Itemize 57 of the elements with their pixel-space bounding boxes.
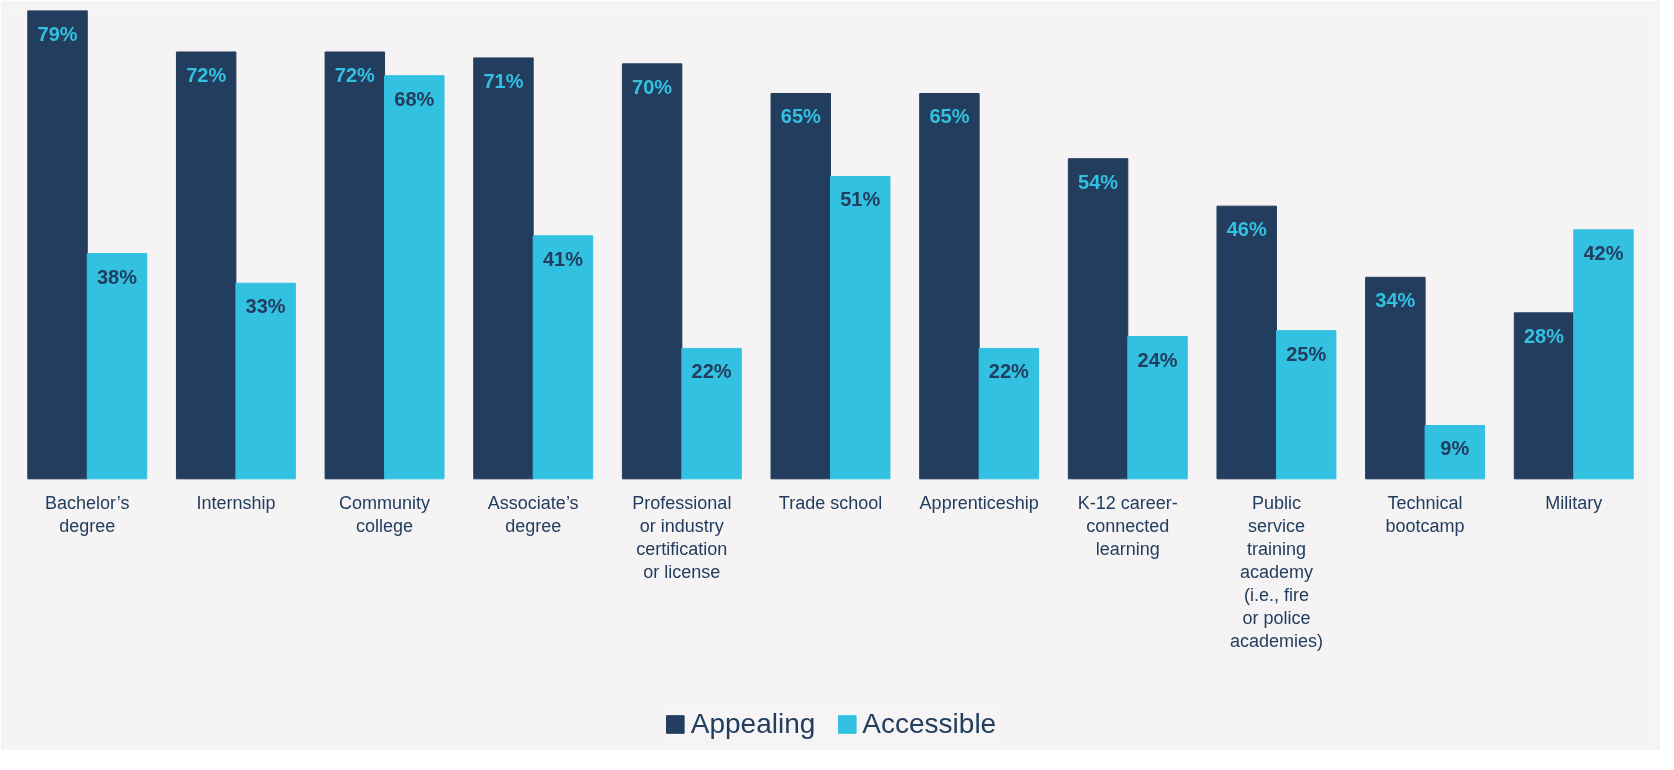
bar — [473, 57, 534, 480]
data-label: 42% — [1583, 241, 1624, 264]
x-tick-label: Professional or industry certification or license — [632, 492, 732, 582]
x-tick-label: Internship — [196, 492, 276, 513]
data-label: 22% — [988, 360, 1030, 383]
data-label: 28% — [1524, 324, 1565, 347]
bar — [830, 176, 891, 480]
bar — [27, 10, 88, 480]
bar — [1573, 229, 1634, 480]
bar — [681, 347, 742, 480]
data-label: 38% — [96, 265, 138, 288]
data-label: 34% — [1375, 289, 1416, 312]
bar — [1067, 158, 1129, 480]
x-tick-label: Bachelor’s degree — [45, 492, 130, 536]
bar — [1275, 330, 1337, 480]
data-label: 24% — [1137, 348, 1178, 371]
bar — [235, 282, 296, 480]
bar — [770, 93, 831, 480]
bar — [621, 63, 683, 480]
bar — [1513, 312, 1575, 480]
x-tick-label: Associate’s degree — [487, 492, 579, 536]
data-label: 70% — [632, 75, 673, 98]
bar — [1424, 425, 1486, 480]
x-tick-label: Public service training academy (i.e., fire or police academies) — [1229, 492, 1323, 651]
data-label: 9% — [1440, 437, 1470, 460]
x-tick-label: Military — [1545, 492, 1603, 513]
data-label: 51% — [840, 188, 881, 211]
bar — [86, 253, 148, 480]
x-tick-label: Trade school — [778, 492, 883, 513]
bar — [384, 75, 445, 480]
data-label: 25% — [1286, 342, 1327, 365]
data-label: 46% — [1226, 218, 1267, 241]
bar — [324, 51, 386, 480]
bar — [1365, 276, 1426, 480]
data-label: 65% — [929, 105, 970, 128]
x-tick-label: Community college — [339, 492, 431, 536]
bar — [1127, 336, 1188, 480]
legend-label: Accessible — [862, 708, 997, 740]
x-tick-label: Technical bootcamp — [1385, 492, 1465, 536]
legend-label: Appealing — [690, 708, 816, 740]
data-label: 72% — [334, 64, 376, 86]
bar — [919, 93, 980, 480]
data-label: 71% — [483, 69, 524, 92]
data-label: 41% — [542, 247, 584, 270]
data-label: 54% — [1078, 170, 1119, 193]
bar — [175, 51, 237, 480]
bar — [1216, 205, 1277, 480]
x-tick-label: K-12 career-connected learning — [1077, 492, 1178, 559]
data-label: 65% — [780, 105, 821, 128]
data-label: 33% — [245, 295, 286, 318]
bar — [978, 347, 1040, 480]
data-label: 68% — [394, 87, 435, 110]
x-tick-label: Apprenticeship — [919, 492, 1039, 513]
data-label: 22% — [691, 360, 732, 383]
data-label: 72% — [186, 64, 227, 86]
data-label: 79% — [37, 22, 78, 45]
bar — [532, 235, 594, 480]
